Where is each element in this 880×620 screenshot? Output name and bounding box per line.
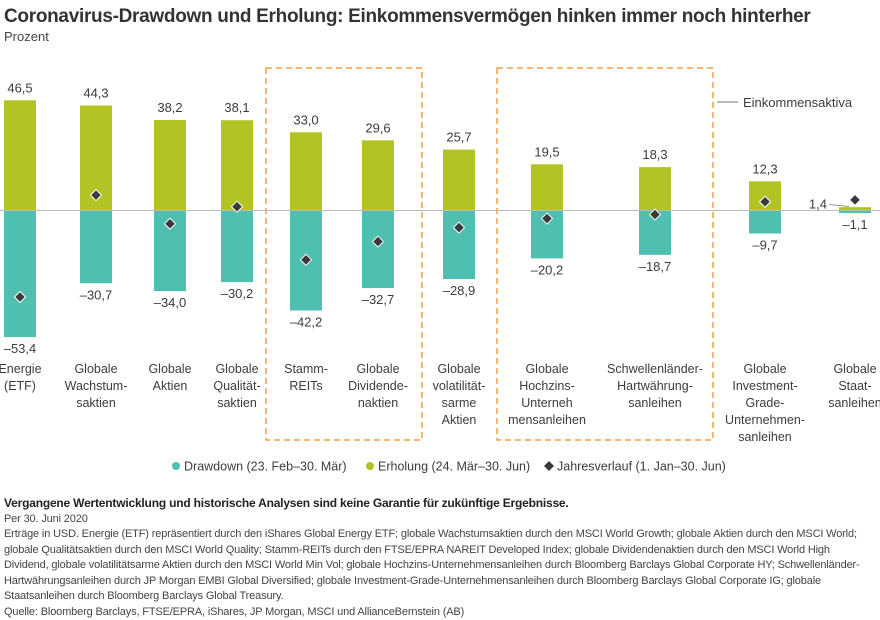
bar-erholung [531,164,563,210]
bar-erholung [154,120,186,211]
value-label-erholung: 38,1 [224,100,249,115]
legend-label: Drawdown (23. Feb–30. Mär) [184,460,347,474]
disclaimer: Vergangene Wertentwicklung und historisc… [4,496,876,512]
legend-swatch [172,462,180,470]
value-label-drawdown: –32,7 [362,292,395,307]
value-label-erholung: 19,5 [534,144,559,159]
legend-label: Erholung (24. Mär–30. Jun) [378,460,530,474]
bar-erholung [639,167,671,210]
value-label-drawdown: –18,7 [639,259,672,274]
legend-label: Jahresverlauf (1. Jan–30. Jun) [557,460,726,474]
bar-erholung [362,140,394,210]
value-label-drawdown: –30,7 [80,287,113,302]
value-label-erholung: 25,7 [446,130,471,145]
value-label-drawdown: –20,2 [531,262,564,277]
bar-drawdown [4,211,36,338]
bar-drawdown [749,211,781,234]
value-label-drawdown: –53,4 [4,341,37,356]
value-label-erholung: 33,0 [293,112,318,127]
as-of-date: Per 30. Juni 2020 [4,512,876,528]
category-label: Schwellenländer-Hartwährung-sanleihen [607,362,703,410]
category-label: Stamm-REITs [284,362,328,393]
value-label-erholung: 18,3 [642,147,667,162]
value-label-drawdown: –34,0 [154,295,187,310]
value-label-erholung: 46,5 [7,80,32,95]
value-label-drawdown: –9,7 [752,237,777,252]
bar-chart: Einkommensaktiva 46,5 –53,4 44,3 –30,7 38,2 –3… [0,0,880,490]
marker-jahresverlauf [850,194,861,205]
footnotes: Vergangene Wertentwicklung und historisc… [4,496,876,620]
value-label-erholung: 38,2 [157,100,182,115]
bar-erholung [221,120,253,210]
bar-drawdown [221,211,253,283]
legend-swatch [544,461,554,471]
description: Erträge in USD. Energie (ETF) repräsenti… [4,527,876,605]
bar-drawdown [443,211,475,279]
source: Quelle: Bloomberg Barclays, FTSE/EPRA, i… [4,605,876,620]
value-label-drawdown: –42,2 [290,315,323,330]
bar-erholung [443,150,475,211]
bar-erholung [4,100,36,210]
value-label-drawdown: –30,2 [221,286,254,301]
value-label-erholung: 44,3 [83,86,108,101]
value-label-drawdown: –28,9 [443,283,476,298]
highlight-label: Einkommensaktiva [743,95,853,110]
value-label-erholung: 1,4 [809,197,827,212]
bar-erholung [290,132,322,210]
value-label-erholung: 29,6 [365,120,390,135]
legend-swatch [366,462,374,470]
bar-drawdown [362,211,394,288]
bar-drawdown [80,211,112,284]
value-label-drawdown: –1,1 [842,217,867,232]
value-label-erholung: 12,3 [752,161,777,176]
category-label: Energie(ETF) [0,362,42,393]
value-label-leader [829,205,849,207]
